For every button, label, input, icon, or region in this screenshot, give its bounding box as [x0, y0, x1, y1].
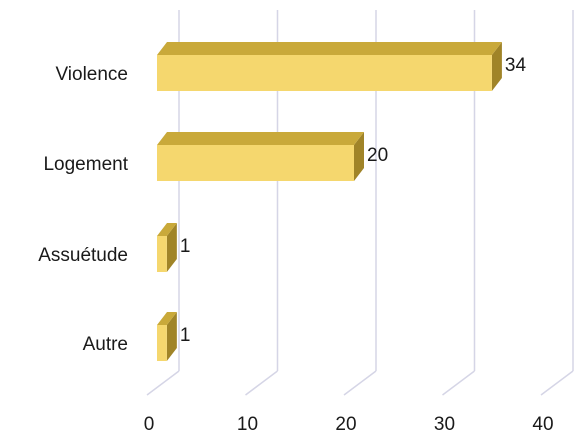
category-label: Violence — [55, 64, 128, 85]
floor-gridline — [443, 371, 475, 395]
bar — [157, 312, 177, 361]
bars — [157, 42, 502, 361]
floor-gridline — [541, 371, 573, 395]
bar-front — [157, 325, 167, 361]
category-label: Assuétude — [38, 245, 128, 266]
x-tick-label: 10 — [237, 414, 258, 434]
x-tick-label: 20 — [335, 414, 356, 434]
x-tick-label: 0 — [144, 414, 155, 434]
floor-gridline — [147, 371, 179, 395]
bar — [157, 42, 502, 91]
data-label: 34 — [505, 55, 527, 76]
bar-front — [157, 145, 354, 181]
x-tick-labels: 0 10 20 30 40 — [144, 414, 554, 434]
category-labels: Violence Logement Assuétude Autre — [38, 64, 129, 355]
x-tick-label: 30 — [434, 414, 455, 434]
category-label: Autre — [83, 334, 128, 355]
bar-front — [157, 55, 492, 91]
data-label: 1 — [180, 325, 191, 346]
floor-gridline — [344, 371, 376, 395]
bar-top — [157, 42, 502, 55]
bar — [157, 132, 364, 181]
floor-gridline — [246, 371, 278, 395]
bar-front — [157, 236, 167, 272]
bar — [157, 223, 177, 272]
category-label: Logement — [43, 154, 128, 175]
x-tick-label: 40 — [532, 414, 553, 434]
data-label: 1 — [180, 236, 191, 257]
data-label: 20 — [367, 145, 388, 166]
bar-top — [157, 132, 364, 145]
